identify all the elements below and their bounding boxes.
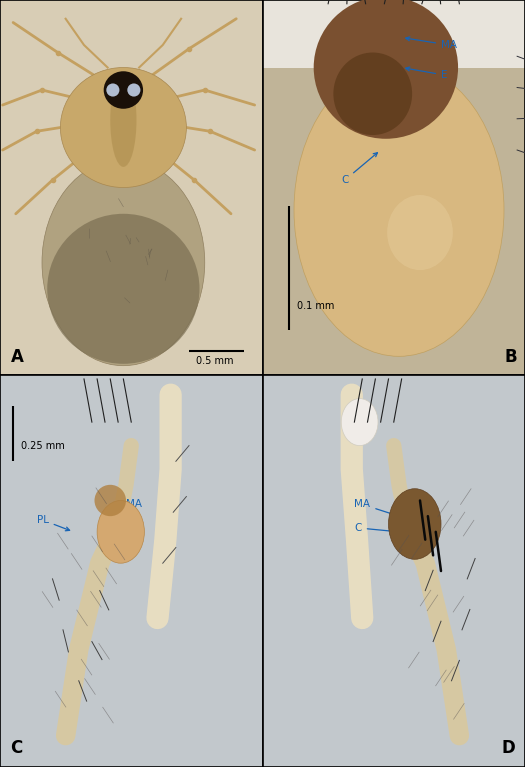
Text: C: C	[354, 523, 395, 533]
Ellipse shape	[314, 0, 458, 139]
Ellipse shape	[97, 501, 144, 563]
Text: MA: MA	[406, 37, 457, 50]
Ellipse shape	[47, 214, 200, 364]
Ellipse shape	[94, 485, 126, 516]
Text: C: C	[341, 153, 377, 185]
Text: 0.5 mm: 0.5 mm	[196, 356, 234, 366]
Text: C: C	[10, 739, 23, 757]
Bar	[262, 0, 525, 67]
Text: B: B	[504, 347, 517, 366]
Ellipse shape	[387, 195, 453, 270]
Text: 0.1 mm: 0.1 mm	[297, 301, 334, 311]
Ellipse shape	[333, 52, 412, 135]
Text: 0.25 mm: 0.25 mm	[21, 440, 65, 450]
Ellipse shape	[104, 71, 143, 109]
Ellipse shape	[42, 160, 205, 366]
Ellipse shape	[341, 399, 378, 446]
Text: MA: MA	[354, 499, 395, 515]
Text: E: E	[406, 67, 447, 80]
Ellipse shape	[106, 84, 120, 97]
Text: D: D	[501, 739, 515, 757]
Ellipse shape	[110, 73, 136, 167]
Ellipse shape	[60, 67, 186, 188]
Ellipse shape	[127, 84, 141, 97]
Text: A: A	[10, 347, 24, 366]
Text: MA: MA	[103, 499, 142, 518]
Ellipse shape	[294, 64, 504, 357]
Ellipse shape	[388, 489, 441, 559]
Text: PL: PL	[37, 515, 70, 531]
Text: E: E	[416, 523, 439, 533]
